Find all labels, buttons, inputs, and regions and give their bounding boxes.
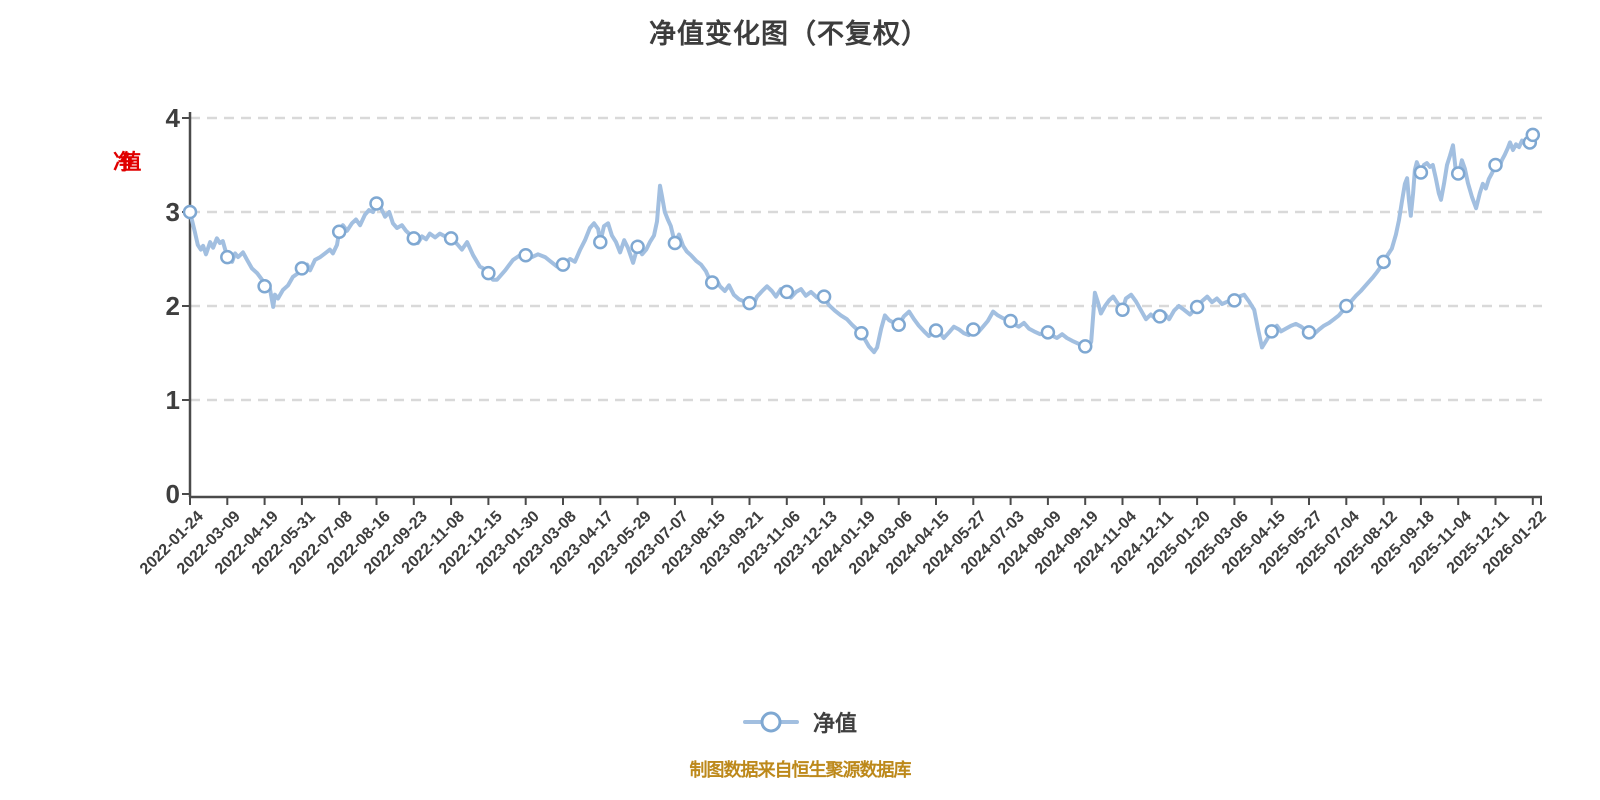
data-point-marker-2023-07-07[interactable]	[667, 235, 683, 251]
data-point-marker-2024-12-11[interactable]	[1152, 309, 1168, 324]
y-axis-unit-label: 净值	[113, 151, 141, 174]
legend: 净值	[0, 706, 1600, 738]
y-tick-label-2: 2	[165, 291, 180, 321]
data-point-marker-2024-09-19[interactable]	[1077, 339, 1093, 354]
data-point-marker-2024-08-09[interactable]	[1040, 325, 1056, 340]
data-point-marker-2024-01-19[interactable]	[854, 326, 869, 341]
data-point-marker-2022-07-08[interactable]	[331, 224, 347, 239]
data-point-marker-2023-09-21[interactable]	[742, 295, 757, 311]
data-point-marker-2025-12-11[interactable]	[1488, 157, 1503, 173]
data-source-note: 制图数据来自恒生聚源数据库	[689, 760, 912, 780]
data-point-marker-2025-11-04[interactable]	[1450, 166, 1466, 181]
data-point-marker-2024-04-15[interactable]	[928, 323, 944, 338]
data-point-marker-2024-03-06[interactable]	[891, 317, 906, 333]
data-point-marker-2023-04-17[interactable]	[593, 234, 608, 250]
y-tick-label-0: 0	[165, 479, 180, 509]
y-tick-label-1: 1	[165, 385, 180, 415]
legend-marker-icon	[760, 711, 782, 733]
data-point-marker-2022-12-15[interactable]	[481, 265, 496, 281]
data-point-marker-2025-03-06[interactable]	[1227, 293, 1242, 308]
data-point-marker-2024-05-27[interactable]	[966, 322, 981, 337]
data-point-marker-2025-05-27[interactable]	[1301, 325, 1317, 340]
data-point-marker-2023-11-06[interactable]	[779, 284, 795, 300]
data-point-marker-2025-09-18[interactable]	[1413, 165, 1429, 180]
data-point-marker-2025-08-12[interactable]	[1376, 254, 1391, 270]
data-point-marker-2025-01-20[interactable]	[1189, 299, 1205, 315]
data-point-marker-2022-08-16[interactable]	[369, 196, 384, 211]
legend-item-net-value[interactable]: 净值	[742, 706, 857, 738]
data-point-marker-2023-01-30[interactable]	[518, 247, 533, 263]
y-tick-label-4: 4	[165, 103, 180, 133]
data-point-marker-2023-12-13[interactable]	[816, 289, 832, 304]
legend-label: 净值	[812, 711, 857, 736]
data-point-marker-2023-08-15[interactable]	[704, 275, 720, 290]
data-point-marker-2025-04-15[interactable]	[1264, 324, 1279, 339]
data-point-marker-2023-05-29[interactable]	[630, 239, 645, 255]
data-point-marker-2024-07-03[interactable]	[1003, 313, 1018, 329]
legend-line-sample	[742, 711, 799, 733]
page-title: 净值变化图（不复权）	[649, 19, 929, 49]
net-value-line	[188, 132, 1535, 355]
data-point-marker-2023-03-08[interactable]	[555, 257, 571, 272]
y-tick-label-3: 3	[165, 197, 180, 227]
data-point-marker-2022-11-08[interactable]	[443, 231, 459, 246]
data-point-marker-2026-01-22[interactable]	[1525, 127, 1541, 143]
data-point-marker-2022-05-31[interactable]	[294, 261, 310, 276]
data-point-marker-2022-01-24[interactable]	[182, 204, 198, 220]
data-point-marker-2024-11-04[interactable]	[1115, 302, 1130, 318]
data-point-marker-2022-03-09[interactable]	[220, 249, 235, 265]
data-point-marker-2025-07-04[interactable]	[1339, 298, 1354, 314]
data-point-marker-2022-09-23[interactable]	[406, 231, 422, 246]
data-point-marker-2022-04-19[interactable]	[257, 279, 272, 294]
